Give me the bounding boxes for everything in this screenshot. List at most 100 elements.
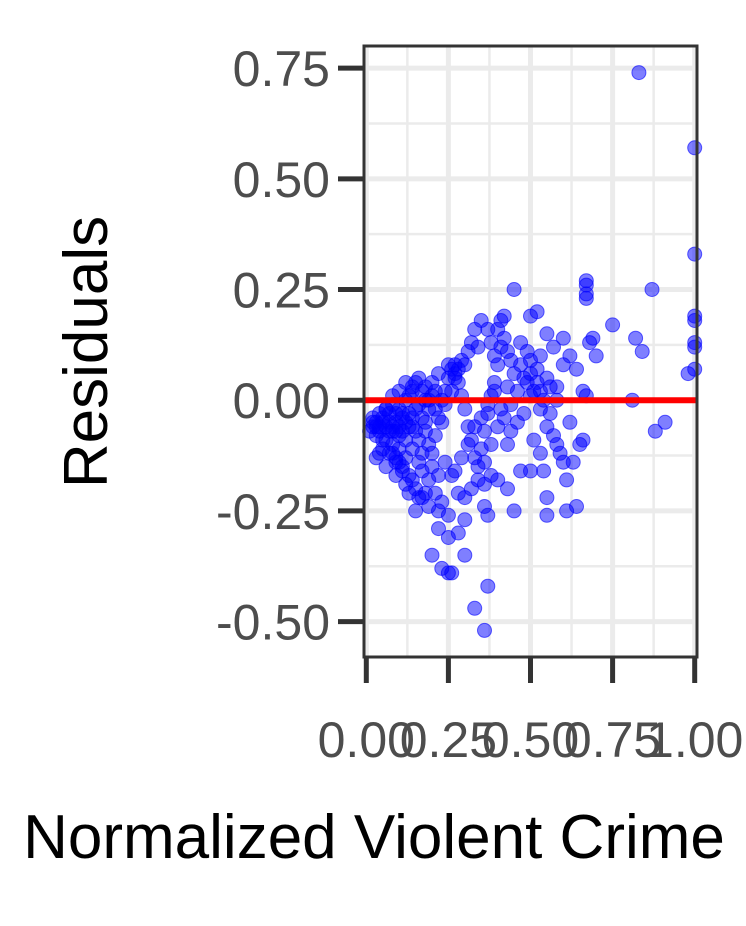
data-point xyxy=(427,428,443,444)
y-tick-label: -0.50 xyxy=(216,595,330,651)
data-point xyxy=(687,313,703,328)
data-point xyxy=(365,414,381,430)
data-point xyxy=(539,507,555,523)
x-tick-label: 0.50 xyxy=(482,712,579,768)
data-point xyxy=(555,330,571,346)
data-point xyxy=(480,578,496,594)
data-point xyxy=(559,472,575,488)
data-point xyxy=(605,317,621,333)
data-point xyxy=(500,437,515,452)
data-point xyxy=(628,330,644,346)
data-point xyxy=(687,246,703,262)
data-point xyxy=(480,321,496,337)
data-point xyxy=(391,454,407,470)
data-point xyxy=(421,472,437,488)
data-point xyxy=(434,414,450,430)
data-point xyxy=(532,445,548,461)
data-point xyxy=(680,366,696,382)
data-point xyxy=(555,357,571,373)
data-point xyxy=(506,282,522,297)
data-point xyxy=(467,600,483,616)
data-point xyxy=(493,401,509,417)
data-point xyxy=(401,485,417,501)
data-point xyxy=(444,565,460,581)
data-point xyxy=(440,507,456,523)
y-tick-label: 0.25 xyxy=(233,263,330,319)
data-point xyxy=(496,330,512,346)
data-point xyxy=(440,357,456,373)
data-point xyxy=(546,339,561,355)
y-tick-label: -0.25 xyxy=(216,484,330,540)
data-point xyxy=(480,507,496,523)
data-point xyxy=(457,357,473,373)
data-point xyxy=(565,454,581,470)
y-axis-title: Residuals xyxy=(52,216,121,488)
data-point xyxy=(634,344,650,359)
data-point xyxy=(500,481,515,497)
data-points xyxy=(362,65,703,638)
data-point xyxy=(588,348,604,364)
data-point xyxy=(536,463,552,479)
data-point xyxy=(546,428,561,444)
data-point xyxy=(539,490,555,506)
data-point xyxy=(519,344,535,359)
data-point xyxy=(460,437,476,452)
data-point xyxy=(552,445,568,461)
data-point xyxy=(539,326,555,342)
y-axis: -0.50 -0.25 0.00 0.25 0.50 0.75 xyxy=(216,41,364,651)
data-point xyxy=(644,282,660,297)
data-point xyxy=(477,454,492,470)
data-point xyxy=(569,361,584,377)
data-point xyxy=(447,463,463,479)
x-tick-label: 1.00 xyxy=(646,712,743,768)
data-point xyxy=(503,423,519,439)
data-point xyxy=(440,530,456,545)
data-point xyxy=(431,521,446,537)
data-point xyxy=(500,379,515,395)
data-point xyxy=(414,490,430,506)
data-point xyxy=(477,622,492,638)
data-point xyxy=(506,503,522,519)
data-point xyxy=(526,383,542,399)
data-point xyxy=(582,335,598,351)
data-point xyxy=(532,348,548,364)
data-point xyxy=(444,383,460,399)
data-point xyxy=(532,401,548,417)
data-point xyxy=(424,547,440,563)
data-point xyxy=(473,410,489,426)
data-point xyxy=(437,454,453,470)
data-point xyxy=(457,401,473,417)
data-point xyxy=(434,494,450,510)
data-point xyxy=(526,432,542,448)
data-point xyxy=(417,414,433,430)
data-point xyxy=(385,423,401,439)
data-point xyxy=(572,437,588,452)
data-point xyxy=(647,423,663,439)
data-point xyxy=(523,463,538,479)
data-point xyxy=(631,65,647,81)
data-point xyxy=(687,140,703,156)
y-tick-label: 0.00 xyxy=(233,373,330,429)
data-point xyxy=(513,357,529,373)
data-point xyxy=(657,414,673,430)
data-point xyxy=(470,472,486,488)
data-point xyxy=(470,339,486,355)
data-point xyxy=(404,410,420,426)
data-point xyxy=(411,454,427,470)
data-point xyxy=(483,437,499,452)
data-point xyxy=(559,503,575,519)
data-point xyxy=(490,357,506,373)
y-tick-label: 0.50 xyxy=(233,152,330,208)
x-tick-label: 0.00 xyxy=(318,712,415,768)
data-point xyxy=(454,450,469,466)
data-point xyxy=(542,379,558,395)
data-point xyxy=(486,383,502,399)
data-point xyxy=(687,339,703,355)
data-point xyxy=(408,503,424,519)
data-point xyxy=(578,290,594,306)
x-tick-label: 0.25 xyxy=(400,712,497,768)
data-point xyxy=(523,308,538,324)
data-point xyxy=(467,321,483,337)
data-point xyxy=(457,547,473,563)
